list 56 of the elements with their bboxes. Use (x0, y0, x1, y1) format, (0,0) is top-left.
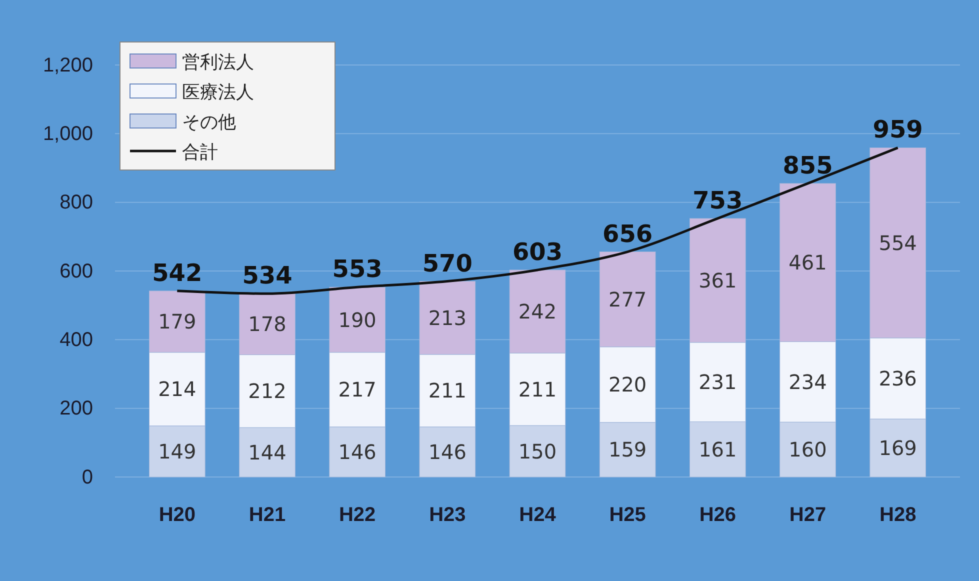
data-label: 277 (608, 287, 647, 312)
data-label: 570 (422, 249, 472, 278)
data-label: 534 (242, 262, 292, 290)
data-label: 150 (518, 439, 557, 464)
data-label: 211 (428, 378, 467, 403)
data-label: 231 (698, 370, 737, 394)
y-tick-label: 1,000 (42, 123, 93, 146)
x-tick-label: H23 (429, 504, 466, 526)
data-label: 603 (512, 238, 563, 266)
data-label: 179 (158, 310, 196, 334)
data-label: 149 (158, 439, 196, 464)
data-label: 542 (152, 258, 202, 287)
legend-label: 医療法人 (182, 82, 254, 103)
y-tick-label: 600 (60, 260, 93, 282)
legend-label: その他 (182, 112, 236, 133)
data-label: 234 (788, 370, 827, 394)
x-tick-label: H21 (248, 504, 286, 526)
data-label: 169 (878, 436, 917, 460)
legend-label: 営利法人 (182, 52, 254, 73)
x-tick-label: H24 (519, 504, 557, 526)
data-label: 461 (788, 250, 827, 275)
data-label: 146 (338, 440, 376, 464)
data-label: 553 (332, 255, 382, 284)
data-label: 242 (518, 300, 557, 324)
x-tick-label: H22 (338, 504, 376, 526)
data-label: 361 (698, 268, 737, 292)
data-label: 146 (428, 440, 467, 464)
x-tick-label: H28 (879, 504, 916, 526)
data-label: 159 (608, 438, 647, 462)
data-label: 213 (428, 306, 467, 330)
legend-label: 合計 (182, 142, 218, 163)
data-label: 236 (878, 366, 917, 390)
y-tick-label: 800 (60, 192, 93, 214)
data-label: 217 (338, 378, 376, 402)
data-label: 959 (872, 116, 923, 144)
data-label: 212 (248, 379, 286, 404)
data-label: 144 (248, 440, 286, 464)
data-label: 214 (158, 377, 196, 402)
data-label: 554 (878, 230, 917, 255)
data-label: 161 (698, 437, 737, 462)
x-tick-label: H26 (699, 504, 736, 526)
data-label: 753 (692, 186, 743, 214)
y-tick-label: 400 (60, 329, 93, 352)
x-tick-label: H25 (609, 504, 646, 526)
data-label: 178 (248, 312, 286, 336)
x-tick-label: H20 (158, 504, 196, 526)
data-label: 211 (518, 377, 557, 402)
data-label: 160 (788, 438, 827, 462)
data-label: 190 (338, 308, 376, 332)
x-tick-label: H27 (789, 504, 826, 526)
data-label: 656 (602, 220, 653, 248)
data-label: 855 (782, 151, 833, 180)
y-tick-label: 1,200 (42, 54, 93, 76)
y-tick-label: 0 (82, 466, 93, 488)
data-label: 220 (608, 372, 647, 397)
y-tick-label: 200 (60, 398, 93, 420)
